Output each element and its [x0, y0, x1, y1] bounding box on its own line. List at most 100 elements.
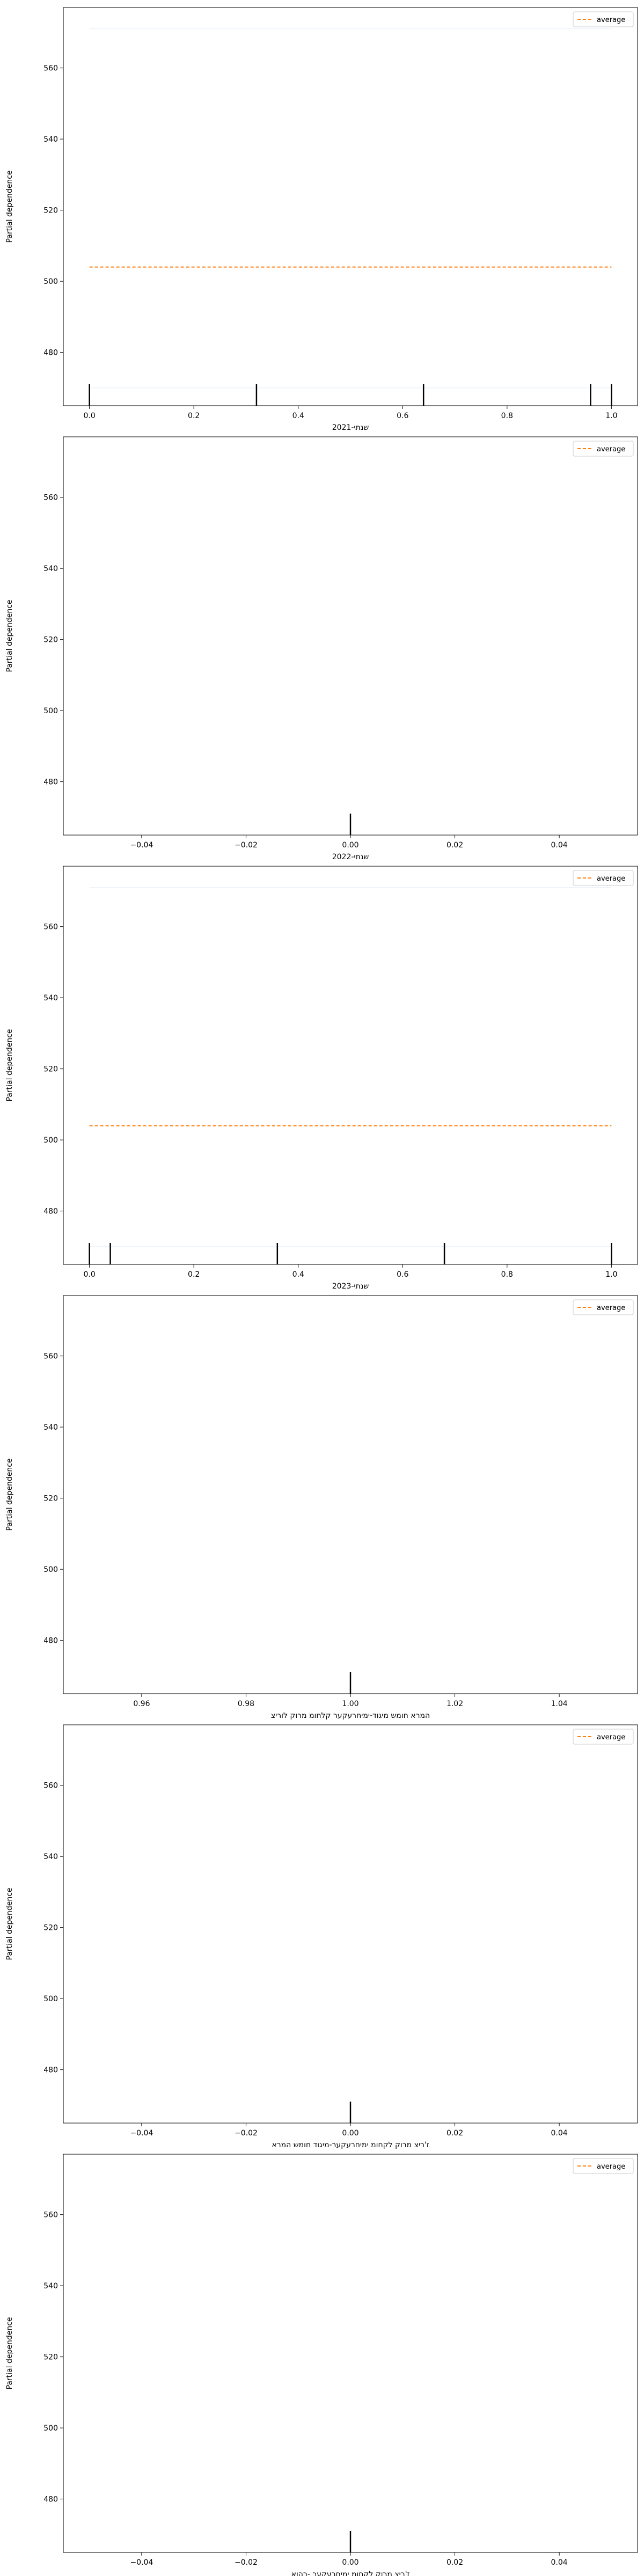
x-tick-label: 0.0	[84, 1270, 96, 1279]
y-tick-label: 500	[43, 1565, 58, 1574]
y-tick-label: 500	[43, 707, 58, 715]
pdp-panel-3: 0.0 0.2 0.4 0.6 0.8 1.0 480 500 520 540 560 שנתי-20…	[5, 866, 638, 1291]
pdp-panel-1: 0.0 0.2 0.4 0.6 0.8 1.0 480 500 520 540 560 שנתי-20…	[5, 7, 638, 432]
y-tick-label: 560	[43, 64, 58, 73]
y-axis-label: Partial dependence	[5, 599, 14, 672]
legend-label: average	[597, 16, 625, 24]
y-tick-label: 520	[43, 636, 58, 645]
y-tick-label: 520	[43, 1924, 58, 1933]
x-tick-label: 1.04	[551, 1700, 568, 1708]
x-tick-label: 0.02	[447, 2129, 463, 2138]
x-tick-label: 0.04	[551, 2129, 568, 2138]
x-tick-label: 0.4	[292, 1270, 304, 1279]
x-tick-label: 0.8	[501, 1270, 513, 1279]
x-tick-label: 1.0	[605, 412, 617, 420]
y-tick-label: 480	[43, 2066, 58, 2075]
y-tick-label: 560	[43, 1352, 58, 1361]
legend-box	[573, 11, 634, 27]
x-tick-label: 0.2	[188, 412, 200, 420]
y-tick-label: 480	[43, 778, 58, 787]
x-axis-label: שנתי-2021	[332, 423, 369, 432]
x-tick-label: 0.0	[84, 412, 96, 420]
x-axis-label: שנתי-2022	[332, 853, 369, 861]
y-tick-label: 540	[43, 994, 58, 1002]
y-tick-label: 540	[43, 1853, 58, 1861]
x-tick-label: 0.02	[447, 841, 463, 850]
x-tick-label: 0.04	[551, 2558, 568, 2567]
legend-box	[573, 870, 634, 886]
x-axis-label: שנתי-2023	[332, 1282, 369, 1291]
y-axis-label: Partial dependence	[5, 1887, 14, 1960]
y-tick-label: 480	[43, 349, 58, 357]
x-tick-label: 0.04	[551, 841, 568, 850]
x-tick-label: 0.98	[238, 1700, 254, 1708]
pdp-panel-6: −0.04 −0.02 0.00 0.02 0.04 480 500 520 540 560 ז'ר…	[5, 2154, 638, 2576]
y-tick-label: 540	[43, 135, 58, 144]
x-tick-label: −0.02	[235, 2129, 258, 2138]
x-tick-label: 0.2	[188, 1270, 200, 1279]
x-tick-label: 0.96	[133, 1700, 150, 1708]
y-tick-label: 520	[43, 2353, 58, 2362]
y-tick-label: 540	[43, 565, 58, 573]
y-tick-label: 480	[43, 1208, 58, 1216]
plot-frame	[63, 7, 638, 406]
legend-label: average	[597, 1733, 625, 1741]
x-tick-label: 0.6	[397, 1270, 408, 1279]
pdp-panel-4: 0.96 0.98 1.00 1.02 1.04 480 500 520 540 560 המרא …	[5, 1295, 638, 1720]
x-tick-label: 0.4	[292, 412, 304, 420]
y-tick-label: 500	[43, 1136, 58, 1145]
y-tick-label: 480	[43, 1637, 58, 1645]
pdp-panel-2: −0.04 −0.02 0.00 0.02 0.04 480 500 520 540 560 שנת…	[5, 436, 638, 861]
y-tick-label: 520	[43, 207, 58, 215]
x-tick-label: 0.8	[501, 412, 513, 420]
legend-box	[573, 2158, 634, 2174]
legend: average	[573, 1299, 634, 1315]
y-tick-label: 500	[43, 2424, 58, 2433]
y-tick-label: 560	[43, 923, 58, 932]
y-tick-label: 520	[43, 1065, 58, 1074]
legend-label: average	[597, 445, 625, 453]
x-tick-label: 0.00	[342, 841, 358, 850]
x-tick-label: −0.04	[130, 841, 153, 850]
plot-frame	[63, 866, 638, 1265]
y-tick-label: 480	[43, 2496, 58, 2504]
legend-label: average	[597, 875, 625, 883]
x-tick-label: 0.00	[342, 2558, 358, 2567]
x-axis-label: המרא חומש מיגוד-ימיחרעקער קלחומ מרוק לור…	[271, 1711, 430, 1720]
y-tick-label: 500	[43, 1995, 58, 2003]
legend-box	[573, 441, 634, 457]
y-tick-label: 520	[43, 1495, 58, 1503]
plot-frame	[63, 436, 638, 836]
pdp-panel-5: −0.04 −0.02 0.00 0.02 0.04 480 500 520 540 560 ז'ר…	[5, 1724, 638, 2149]
x-axis-label: ז'ריצ מרוק לקחומ ימיחרעקער -רהוא	[291, 2570, 410, 2576]
x-tick-label: −0.02	[235, 841, 258, 850]
legend: average	[573, 11, 634, 27]
x-tick-label: −0.02	[235, 2558, 258, 2567]
y-axis-label: Partial dependence	[5, 1029, 14, 1101]
x-tick-label: 0.00	[342, 2129, 358, 2138]
legend-label: average	[597, 2163, 625, 2171]
legend: average	[573, 1729, 634, 1745]
legend-label: average	[597, 1304, 625, 1312]
legend: average	[573, 870, 634, 886]
x-tick-label: 1.02	[447, 1700, 463, 1708]
x-axis-label: ז'ריצ מרוק לקחומ ימיחרעקער-מיגוד חומש המ…	[272, 2141, 429, 2149]
y-tick-label: 500	[43, 277, 58, 286]
x-tick-label: 1.0	[605, 1270, 617, 1279]
legend: average	[573, 2158, 634, 2174]
y-tick-label: 560	[43, 2211, 58, 2220]
x-tick-label: −0.04	[130, 2558, 153, 2567]
x-tick-label: 0.6	[397, 412, 408, 420]
legend-box	[573, 1729, 634, 1745]
y-tick-label: 560	[43, 494, 58, 502]
y-axis-label: Partial dependence	[5, 2317, 14, 2389]
x-tick-label: −0.04	[130, 2129, 153, 2138]
plot-frame	[63, 2154, 638, 2553]
plot-frame	[63, 1724, 638, 2124]
plot-frame	[63, 1295, 638, 1694]
y-tick-label: 540	[43, 1423, 58, 1432]
y-axis-label: Partial dependence	[5, 170, 14, 243]
x-tick-label: 0.02	[447, 2558, 463, 2567]
legend-box	[573, 1299, 634, 1315]
